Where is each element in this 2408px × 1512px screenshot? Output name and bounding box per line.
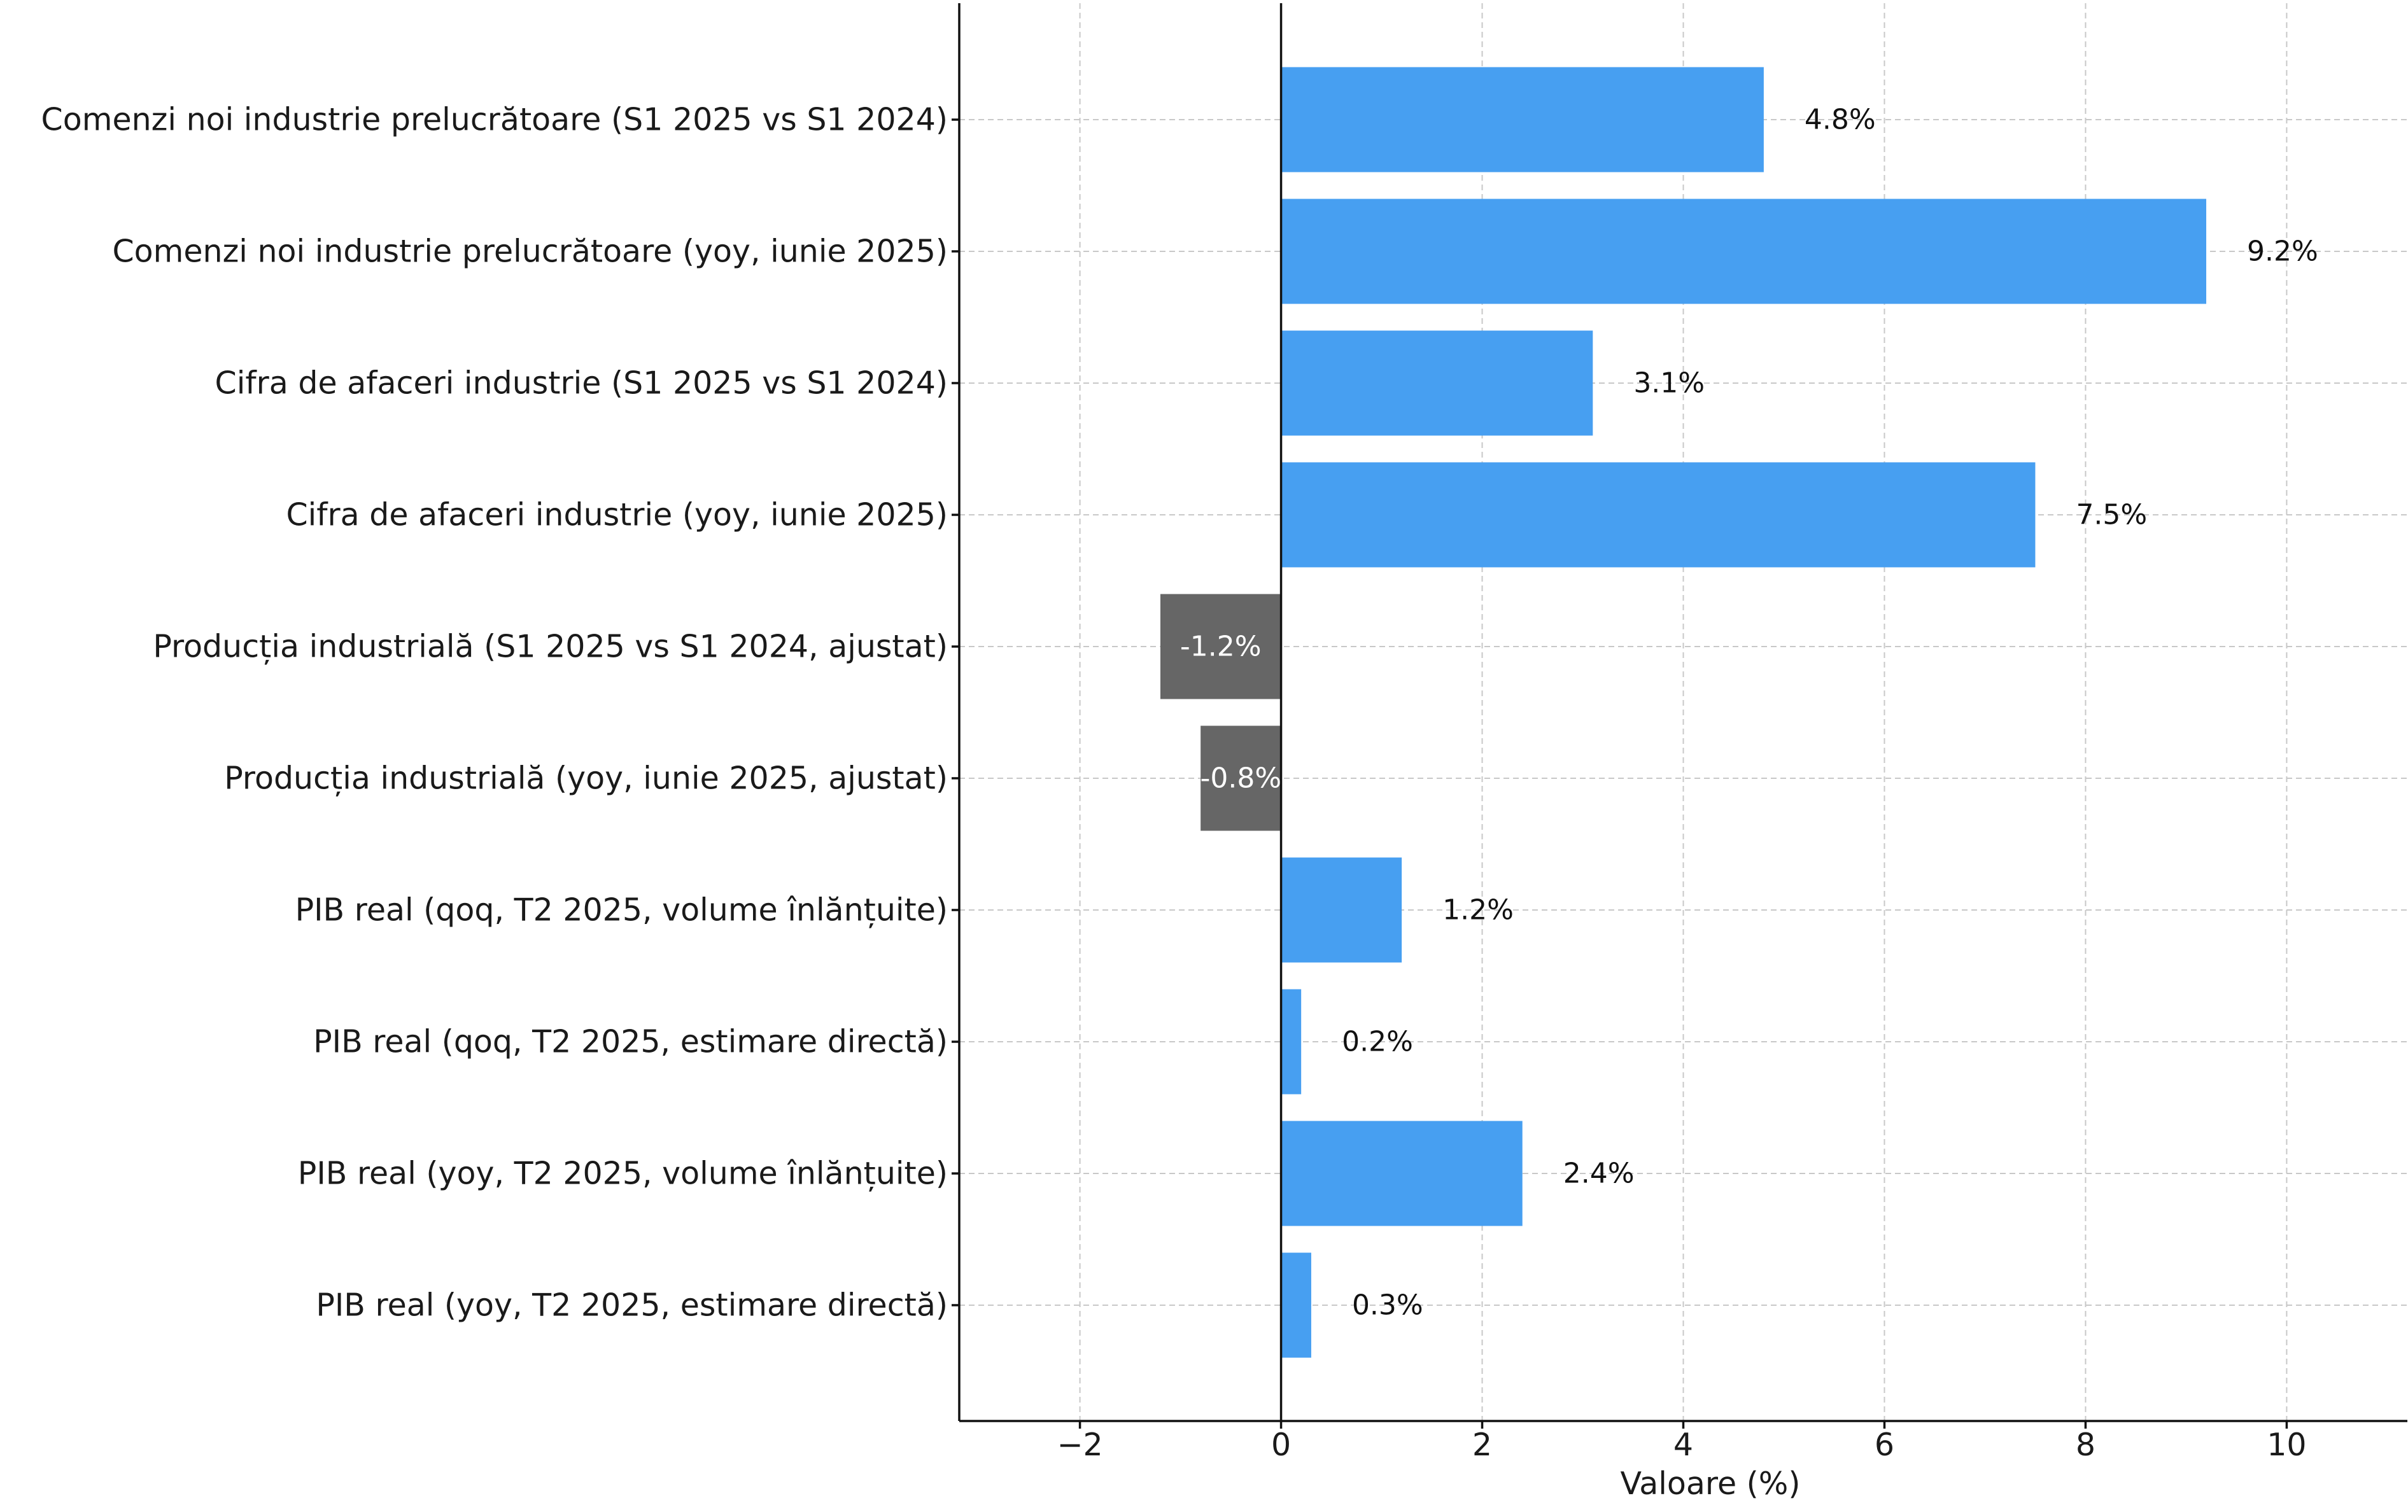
- category-label: Comenzi noi industrie prelucrătoare (S1 …: [41, 102, 948, 138]
- value-label: 3.1%: [1633, 367, 1705, 400]
- bar: [1281, 1252, 1311, 1358]
- category-label: PIB real (qoq, T2 2025, estimare directă…: [313, 1024, 948, 1060]
- bar: [1281, 199, 2207, 304]
- bar: [1281, 857, 1402, 963]
- x-tick-label: 6: [1875, 1427, 1894, 1463]
- category-label: Cifra de afaceri industrie (yoy, iunie 2…: [286, 497, 948, 533]
- bar-layer: [1160, 67, 2207, 1358]
- x-tick-label: 10: [2267, 1427, 2306, 1463]
- bar: [1281, 1121, 1523, 1226]
- value-label: 4.8%: [1805, 104, 1876, 136]
- x-tick-label: 4: [1673, 1427, 1693, 1463]
- value-label: 0.2%: [1342, 1026, 1413, 1058]
- axis-layer: Comenzi noi industrie prelucrătoare (S1 …: [41, 3, 2407, 1463]
- value-label-layer: 4.8% 9.2% 3.1% 7.5% -1.2% -0.8% 1.2% 0.2% 2.4% 0.…: [1180, 104, 2318, 1322]
- x-axis-title: Valoare (%): [1621, 1466, 1801, 1502]
- value-label: -0.8%: [1200, 762, 1282, 795]
- bar: [1281, 989, 1302, 1095]
- bar: [1200, 725, 1281, 831]
- bar: [1281, 67, 1764, 172]
- category-label: Comenzi noi industrie prelucrătoare (yoy…: [112, 234, 948, 270]
- value-label: 1.2%: [1442, 894, 1514, 927]
- category-label: Producția industrială (S1 2025 vs S1 202…: [153, 629, 948, 665]
- x-tick-label: 2: [1472, 1427, 1492, 1463]
- x-tick-label: −2: [1057, 1427, 1102, 1463]
- category-label: Cifra de afaceri industrie (S1 2025 vs S…: [215, 365, 948, 402]
- value-label: 2.4%: [1563, 1158, 1635, 1190]
- x-tick-label: 0: [1271, 1427, 1291, 1463]
- value-label: 9.2%: [2247, 235, 2318, 268]
- value-label: -1.2%: [1180, 631, 1262, 663]
- value-label: 7.5%: [2076, 499, 2147, 531]
- bar: [1281, 330, 1593, 436]
- value-label: 0.3%: [1352, 1289, 1423, 1322]
- category-label: PIB real (qoq, T2 2025, volume înlănțuit…: [295, 892, 948, 928]
- category-label: PIB real (yoy, T2 2025, estimare directă…: [316, 1287, 948, 1324]
- category-label: PIB real (yoy, T2 2025, volume înlănțuit…: [298, 1156, 948, 1192]
- category-label: Producția industrială (yoy, iunie 2025, …: [224, 760, 948, 797]
- bar: [1281, 462, 2036, 568]
- x-tick-label: 8: [2076, 1427, 2095, 1463]
- bar: [1160, 594, 1281, 699]
